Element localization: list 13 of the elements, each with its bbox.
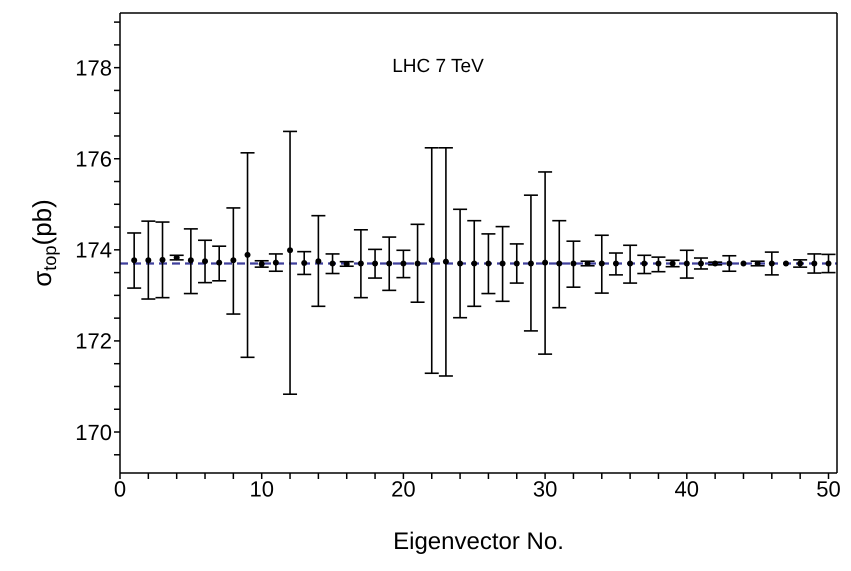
annotation: LHC 7 TeV bbox=[391, 56, 485, 78]
y-tick-label: 172 bbox=[75, 328, 112, 354]
y-tick-label: 174 bbox=[75, 238, 112, 263]
x-tick-label: 10 bbox=[249, 476, 274, 502]
x-axis-title: Eigenvector No. bbox=[393, 528, 564, 555]
y-tick-label: 176 bbox=[75, 146, 112, 172]
x-tick-label: 50 bbox=[816, 476, 841, 502]
x-tick-label: 30 bbox=[532, 476, 558, 502]
x-tick-label: 0 bbox=[114, 476, 126, 502]
x-tick-label: 40 bbox=[674, 476, 700, 502]
y-tick-label: 170 bbox=[75, 420, 112, 445]
x-tick-label: 20 bbox=[391, 476, 416, 502]
y-tick-label: 178 bbox=[75, 55, 112, 80]
